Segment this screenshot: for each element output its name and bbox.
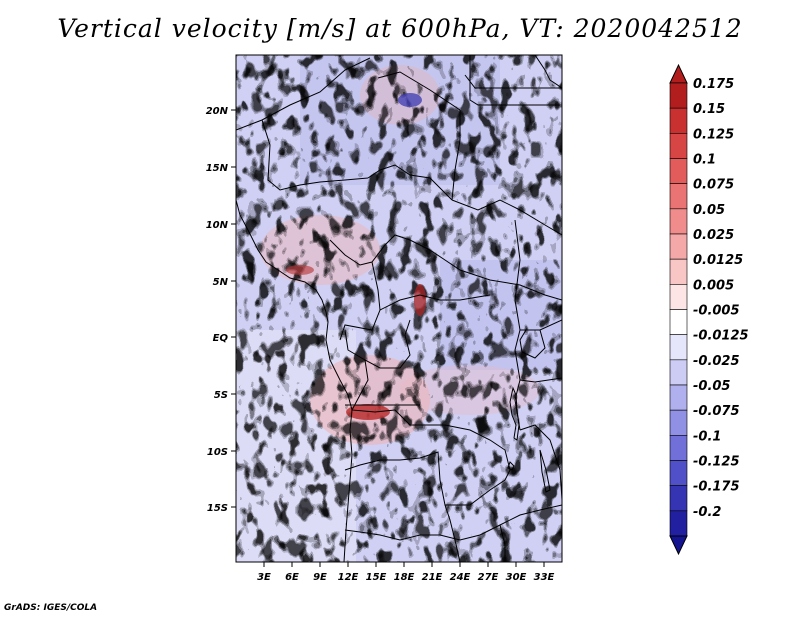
- axis-ticks: [231, 109, 545, 567]
- colorbar-swatch: [669, 208, 688, 235]
- colorbar-swatch: [669, 133, 688, 159]
- colorbar-label: 0.0125: [693, 253, 743, 268]
- lat-label: 10N: [206, 220, 229, 231]
- colorbar-swatch: [669, 435, 688, 461]
- lat-label: EQ: [213, 333, 229, 344]
- colorbar: 0.175 0.15 0.125 0.1 0.075 0.05 0.025 0.0125 0.0…: [669, 63, 749, 556]
- colorbar-swatch: [669, 359, 688, 386]
- colorbar-label: -0.1: [693, 429, 721, 444]
- colorbar-label: 0.15: [693, 102, 725, 117]
- lat-label: 15N: [206, 163, 229, 174]
- credit-label: GrADS: IGES/COLA: [4, 603, 98, 613]
- colorbar-label: 0.1: [693, 153, 716, 168]
- colorbar-swatch: [669, 158, 688, 184]
- lon-label: 9E: [313, 572, 327, 583]
- vertical-velocity-field: [236, 55, 562, 562]
- longitude-labels: 3E 6E 9E 12E 15E 18E 21E 24E 27E 30E 33E: [257, 572, 554, 583]
- colorbar-swatch: [669, 107, 688, 134]
- colorbar-label: -0.0125: [693, 329, 749, 344]
- colorbar-swatch: [669, 334, 688, 361]
- lon-label: 24E: [450, 572, 471, 583]
- colorbar-arrow-top: [669, 63, 688, 84]
- colorbar-label: 0.075: [693, 178, 734, 193]
- lat-label: 5S: [214, 390, 228, 401]
- colorbar-swatch: [669, 233, 688, 260]
- lat-label: 20N: [206, 106, 229, 117]
- lat-label: 5N: [213, 277, 229, 288]
- colorbar-label: 0.05: [693, 203, 725, 218]
- lon-label: 15E: [366, 572, 387, 583]
- lat-label: 10S: [207, 447, 228, 458]
- lon-label: 27E: [478, 572, 499, 583]
- colorbar-label: 0.025: [693, 228, 734, 243]
- colorbar-label: -0.025: [693, 354, 740, 369]
- colorbar-swatch: [669, 82, 688, 109]
- colorbar-label: 0.175: [693, 77, 734, 92]
- colorbar-swatch: [669, 510, 688, 537]
- colorbar-swatch: [669, 460, 688, 486]
- lon-label: 3E: [257, 572, 271, 583]
- map-frame: [235, 54, 563, 563]
- colorbar-label: -0.2: [693, 505, 721, 520]
- colorbar-swatch: [669, 409, 688, 436]
- latitude-labels: 20N 15N 10N 5N EQ 5S 10S 15S: [206, 106, 229, 514]
- colorbar-label: -0.05: [693, 379, 730, 394]
- colorbar-label: 0.125: [693, 127, 734, 142]
- colorbar-swatch: [669, 284, 688, 310]
- lat-label: 15S: [207, 503, 228, 514]
- colorbar-label: -0.125: [693, 455, 740, 470]
- lon-label: 18E: [394, 572, 415, 583]
- colorbar-label: -0.005: [693, 304, 740, 319]
- colorbar-swatch: [669, 183, 688, 210]
- colorbar-swatch: [669, 485, 688, 512]
- colorbar-label: -0.075: [693, 404, 740, 419]
- colorbar-swatch: [669, 258, 688, 285]
- colorbar-label: 0.005: [693, 278, 734, 293]
- colorbar-arrow-bottom: [669, 535, 688, 556]
- lon-label: 6E: [285, 572, 299, 583]
- lon-label: 33E: [534, 572, 555, 583]
- colorbar-swatch: [669, 384, 688, 411]
- colorbar-label: -0.175: [693, 480, 740, 495]
- lon-label: 12E: [338, 572, 359, 583]
- colorbar-swatch: [669, 309, 688, 335]
- country-borders: [236, 55, 562, 562]
- plot-title: Vertical velocity [m/s] at 600hPa, VT: 2…: [57, 14, 743, 43]
- lon-label: 21E: [422, 572, 443, 583]
- lon-label: 30E: [506, 572, 527, 583]
